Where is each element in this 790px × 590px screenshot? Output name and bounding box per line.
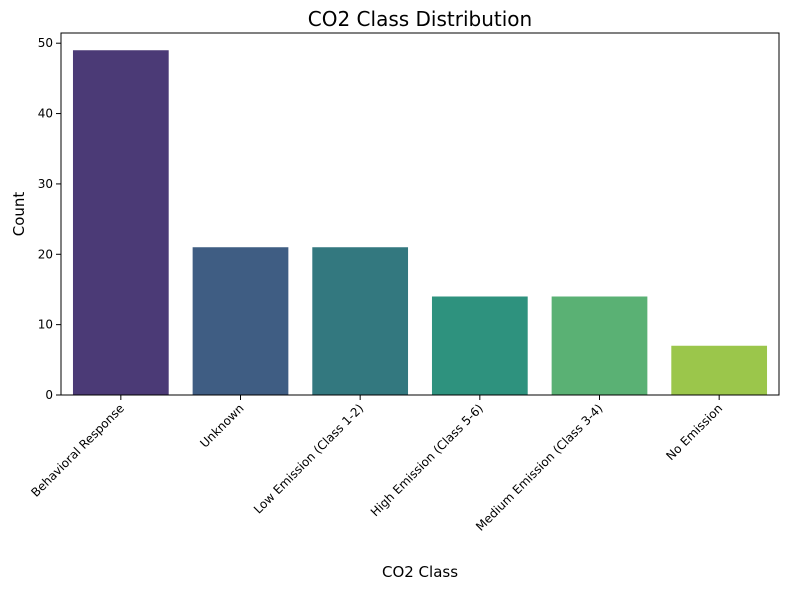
y-tick-label: 0 (45, 388, 53, 402)
y-tick-label: 50 (38, 36, 53, 50)
bar-5 (671, 345, 768, 395)
x-axis: Behavioral Response Unknown Low Emission (… (28, 395, 725, 534)
x-tick-label: No Emission (663, 401, 725, 463)
bar-3 (431, 296, 528, 395)
plot-frame (60, 32, 780, 396)
bar-4 (551, 296, 648, 395)
x-tick-label: High Emission (Class 5-6) (368, 401, 486, 519)
x-tick-label: Medium Emission (Class 3-4) (473, 401, 605, 533)
y-tick-label: 30 (38, 177, 53, 191)
x-axis-label: CO2 Class (382, 563, 458, 581)
x-tick-label: Unknown (197, 401, 246, 450)
bar-2 (312, 247, 409, 395)
bars-group (72, 50, 768, 396)
x-tick-label: Low Emission (Class 1-2) (251, 401, 366, 516)
bar-0 (72, 50, 169, 396)
y-axis: 0 10 20 30 40 50 (38, 36, 61, 402)
y-tick-label: 10 (38, 318, 53, 332)
y-axis-label: Count (10, 192, 28, 237)
y-tick-label: 40 (38, 107, 53, 121)
x-tick-label: Behavioral Response (28, 401, 127, 500)
chart-title: CO2 Class Distribution (308, 7, 532, 31)
bar-1 (192, 247, 289, 395)
y-tick-label: 20 (38, 247, 53, 261)
